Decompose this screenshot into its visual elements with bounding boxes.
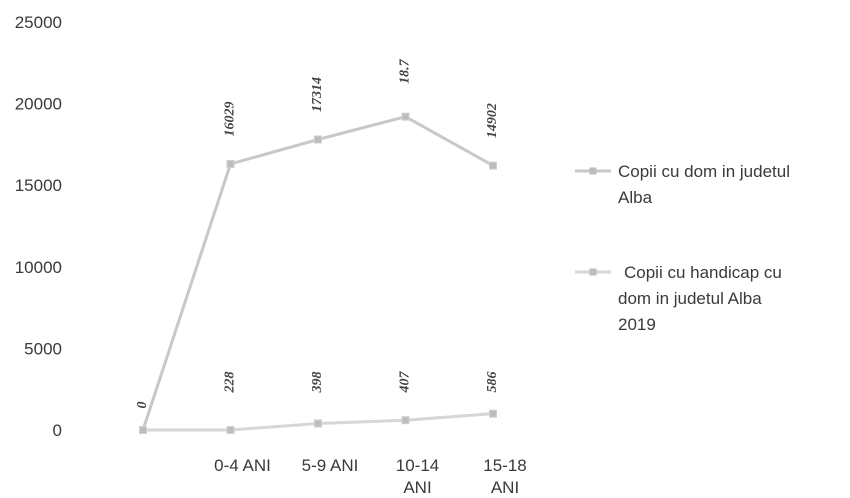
data-label: 14902 <box>485 103 500 138</box>
svg-text:17314: 17314 <box>310 77 325 112</box>
x-tick-label: 0-4 ANI <box>214 456 271 475</box>
x-axis-labels: 0-4 ANI 5-9 ANI 10-14 ANI 15-18 ANI <box>214 456 527 497</box>
data-labels: 0 16029 17314 18.7 14902 228 398 407 586 <box>135 58 500 408</box>
svg-text:398: 398 <box>310 372 325 394</box>
svg-text:0: 0 <box>135 402 150 409</box>
legend: Copii cu dom in judetul Alba Copii cu hand… <box>575 162 790 334</box>
series-2-point <box>139 426 147 434</box>
x-tick-label: 15-18 ANI <box>483 456 526 497</box>
svg-text:407: 407 <box>398 371 413 394</box>
series-2-point <box>314 419 322 428</box>
y-tick-label: 10000 <box>15 258 62 277</box>
y-tick-label: 25000 <box>15 13 62 32</box>
series-1-point <box>314 135 322 144</box>
data-label: 17314 <box>310 77 325 112</box>
data-label: 18.7 <box>398 58 413 84</box>
series-1-point <box>489 161 497 170</box>
x-tick-label: 10-14 ANI <box>396 456 439 497</box>
svg-text:228: 228 <box>223 372 238 394</box>
x-tick-label: 5-9 ANI <box>302 456 359 475</box>
series-1-point <box>226 159 235 168</box>
data-label: 16029 <box>223 101 238 136</box>
y-tick-label: 5000 <box>24 339 62 358</box>
series-2-point <box>489 409 497 418</box>
data-label: 228 <box>223 372 238 394</box>
legend-swatch-marker <box>589 167 597 175</box>
legend-swatch-marker <box>589 268 597 276</box>
y-axis-labels: 0 5000 10000 15000 20000 25000 <box>15 13 62 440</box>
y-tick-label: 20000 <box>15 95 62 114</box>
data-label: 586 <box>485 372 500 393</box>
series-2-point <box>401 416 410 425</box>
y-tick-label: 0 <box>53 421 62 440</box>
svg-text:18.7: 18.7 <box>398 58 413 84</box>
data-label: 407 <box>398 371 413 394</box>
legend-label: Copii cu dom in judetul Alba <box>618 162 790 207</box>
y-tick-label: 15000 <box>15 176 62 195</box>
series-layer <box>139 112 497 434</box>
data-label: 0 <box>135 402 150 409</box>
svg-text:14902: 14902 <box>485 103 500 138</box>
svg-text:586: 586 <box>485 372 500 393</box>
series-1-point <box>401 112 410 121</box>
data-label: 398 <box>310 372 325 394</box>
svg-text:16029: 16029 <box>223 101 238 136</box>
series-2-point <box>226 426 235 434</box>
legend-label: Copii cu handicap cu dom in judetul Alba 2… <box>618 263 782 334</box>
